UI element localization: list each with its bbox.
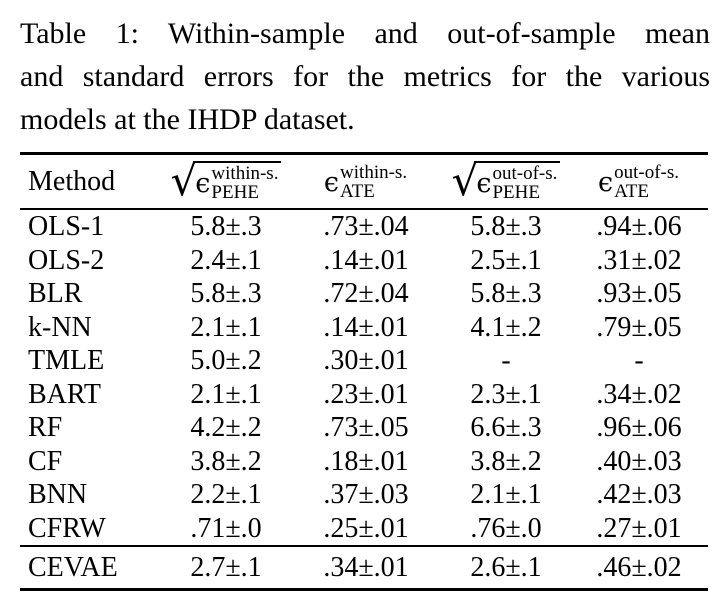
epsilon-symbol: ϵ bbox=[476, 167, 492, 199]
table-row: OLS-2 2.4±.1 .14±.01 2.5±.1 .31±.02 bbox=[20, 244, 708, 278]
value-cell: .18±.01 bbox=[323, 445, 409, 477]
table-row: BART 2.1±.1 .23±.01 2.3±.1 .34±.02 bbox=[20, 378, 708, 412]
value-cell: - bbox=[501, 345, 511, 376]
value-cell: .30±.01 bbox=[323, 345, 409, 376]
table-row: RF 4.2±.2 .73±.05 6.6±.3 .96±.06 bbox=[20, 411, 708, 445]
subscript-pehe: PEHE bbox=[492, 182, 540, 203]
subscript-ate: ATE bbox=[340, 181, 375, 202]
method-cell: RF bbox=[28, 412, 63, 443]
value-cell: 2.7±.1 bbox=[190, 552, 262, 583]
value-cell: .71±.0 bbox=[190, 512, 262, 544]
value-cell: .46±.02 bbox=[596, 552, 682, 583]
value-cell: 2.1±.1 bbox=[190, 378, 262, 410]
value-cell: 5.8±.3 bbox=[470, 278, 542, 309]
header-row: Method √ ϵ within-s. PEHE ϵ bbox=[20, 155, 708, 208]
value-cell: 2.1±.1 bbox=[470, 479, 542, 510]
superscript-within-sample: within-s. bbox=[211, 163, 279, 184]
epsilon-symbol: ϵ bbox=[597, 166, 614, 198]
table-row: OLS-1 5.8±.3 .73±.04 5.8±.3 .94±.06 bbox=[20, 210, 708, 244]
value-cell: .73±.04 bbox=[323, 211, 409, 242]
value-cell: .14±.01 bbox=[323, 244, 409, 276]
table-row: BLR 5.8±.3 .72±.04 5.8±.3 .93±.05 bbox=[20, 277, 708, 311]
bottom-rule bbox=[20, 588, 708, 591]
results-table: Method √ ϵ within-s. PEHE ϵ bbox=[20, 152, 708, 591]
epsilon-symbol: ϵ bbox=[195, 167, 211, 199]
header-pehe-within: √ ϵ within-s. PEHE bbox=[162, 156, 290, 205]
value-cell: .73±.05 bbox=[323, 412, 409, 443]
table-row: BNN 2.2±.1 .37±.03 2.1±.1 .42±.03 bbox=[20, 478, 708, 512]
value-cell: 2.3±.1 bbox=[470, 378, 542, 410]
value-cell: .37±.03 bbox=[323, 479, 409, 510]
method-cell: BART bbox=[28, 378, 101, 410]
value-cell: 2.5±.1 bbox=[470, 244, 542, 276]
value-cell: .14±.01 bbox=[323, 311, 409, 343]
table-row: TMLE 5.0±.2 .30±.01 - - bbox=[20, 344, 708, 378]
table-row: CFRW .71±.0 .25±.01 .76±.0 .27±.01 bbox=[20, 512, 708, 546]
cevae-row: CEVAE 2.7±.1 .34±.01 2.6±.1 .46±.02 bbox=[20, 547, 708, 588]
superscript-out-of-sample: out-of-s. bbox=[492, 163, 558, 184]
caption-line-1: Table 1: Within-sample and out-of-sample… bbox=[20, 17, 710, 50]
sqrt-radical-icon: √ bbox=[170, 156, 198, 205]
header-ate-out: ϵ out-of-s. ATE bbox=[570, 162, 708, 201]
method-cell: CEVAE bbox=[28, 552, 118, 583]
superscript-within-sample: within-s. bbox=[340, 162, 408, 183]
value-cell: .23±.01 bbox=[323, 378, 409, 410]
method-cell: TMLE bbox=[28, 345, 105, 376]
header-ate-within: ϵ within-s. ATE bbox=[290, 162, 442, 201]
value-cell: .76±.0 bbox=[470, 512, 542, 544]
value-cell: .72±.04 bbox=[323, 278, 409, 309]
footer-rule bbox=[20, 545, 708, 547]
value-cell: 2.2±.1 bbox=[190, 479, 262, 510]
value-cell: .34±.01 bbox=[323, 552, 409, 583]
value-cell: 3.8±.2 bbox=[470, 445, 542, 477]
value-cell: 5.8±.3 bbox=[190, 278, 262, 309]
header-rule bbox=[20, 208, 708, 210]
method-cell: OLS-1 bbox=[28, 211, 105, 242]
method-cell: CF bbox=[28, 445, 63, 477]
value-cell: 6.6±.3 bbox=[470, 412, 542, 443]
sqrt-radical-icon: √ bbox=[451, 156, 479, 205]
method-cell: BNN bbox=[28, 479, 88, 510]
value-cell: .79±.05 bbox=[596, 311, 682, 343]
top-rule bbox=[20, 152, 708, 155]
value-cell: .40±.03 bbox=[596, 445, 682, 477]
caption-line-3: models at the IHDP dataset. bbox=[20, 103, 355, 136]
superscript-out-of-sample: out-of-s. bbox=[614, 162, 680, 183]
value-cell: .94±.06 bbox=[596, 211, 682, 242]
subscript-ate: ATE bbox=[614, 181, 649, 202]
value-cell: 4.1±.2 bbox=[470, 311, 542, 343]
value-cell: .25±.01 bbox=[323, 512, 409, 544]
header-pehe-out: √ ϵ out-of-s. PEHE bbox=[442, 156, 570, 205]
value-cell: .42±.03 bbox=[596, 479, 682, 510]
value-cell: 2.6±.1 bbox=[470, 552, 542, 583]
value-cell: 5.0±.2 bbox=[190, 345, 262, 376]
caption-line-2: and standard errors for the metrics for … bbox=[20, 60, 710, 93]
value-cell: 4.2±.2 bbox=[190, 412, 262, 443]
value-cell: .96±.06 bbox=[596, 412, 682, 443]
method-cell: CFRW bbox=[28, 512, 106, 544]
value-cell: 2.1±.1 bbox=[190, 311, 262, 343]
value-cell: - bbox=[634, 345, 644, 376]
value-cell: .31±.02 bbox=[596, 244, 682, 276]
header-method: Method bbox=[28, 165, 116, 197]
table-row: CF 3.8±.2 .18±.01 3.8±.2 .40±.03 bbox=[20, 445, 708, 479]
method-cell: BLR bbox=[28, 278, 83, 309]
value-cell: 2.4±.1 bbox=[190, 244, 262, 276]
value-cell: 5.8±.3 bbox=[470, 211, 542, 242]
subscript-pehe: PEHE bbox=[211, 182, 259, 203]
method-cell: OLS-2 bbox=[28, 244, 105, 276]
table-caption: Table 1: Within-sample and out-of-sample… bbox=[20, 12, 710, 141]
value-cell: .34±.02 bbox=[596, 378, 682, 410]
value-cell: .93±.05 bbox=[596, 278, 682, 309]
table-row: k-NN 2.1±.1 .14±.01 4.1±.2 .79±.05 bbox=[20, 311, 708, 345]
method-cell: k-NN bbox=[28, 311, 92, 343]
value-cell: 3.8±.2 bbox=[190, 445, 262, 477]
value-cell: 5.8±.3 bbox=[190, 211, 262, 242]
epsilon-symbol: ϵ bbox=[323, 166, 340, 198]
value-cell: .27±.01 bbox=[596, 512, 682, 544]
